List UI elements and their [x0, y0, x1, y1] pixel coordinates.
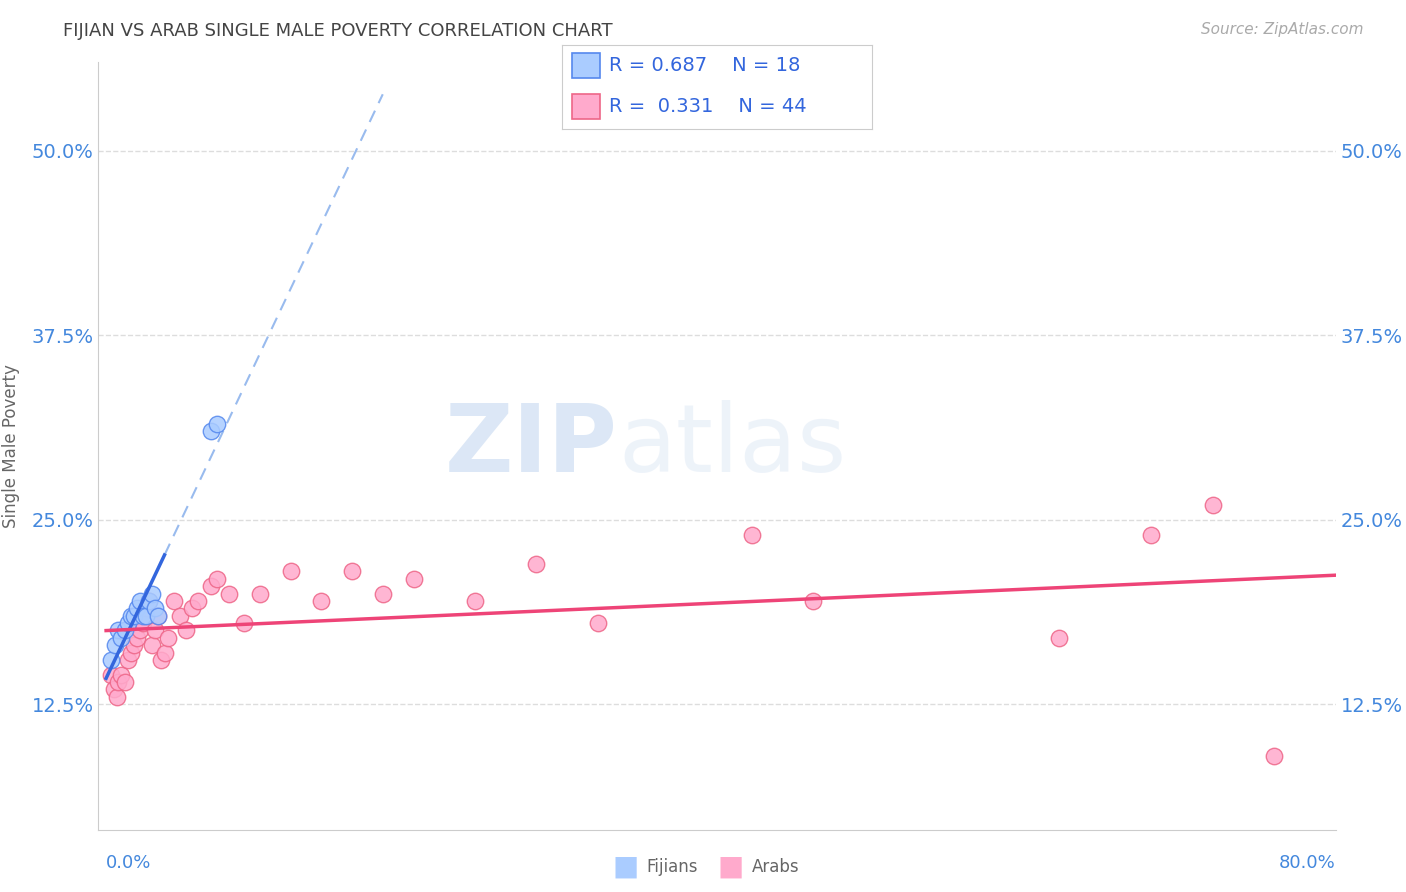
Point	[801, 594, 824, 608]
Text: R =  0.331    N = 44: R = 0.331 N = 44	[609, 97, 807, 116]
Point	[1263, 748, 1285, 763]
Point	[122, 638, 145, 652]
Point	[233, 615, 256, 630]
Text: Source: ZipAtlas.com: Source: ZipAtlas.com	[1201, 22, 1364, 37]
Point	[1202, 498, 1225, 512]
Point	[741, 527, 763, 541]
Point	[120, 646, 142, 660]
Y-axis label: Single Male Poverty: Single Male Poverty	[3, 364, 20, 528]
Point	[110, 631, 132, 645]
Point	[100, 653, 122, 667]
Point	[103, 682, 125, 697]
Point	[114, 624, 136, 638]
Point	[1140, 527, 1163, 541]
FancyBboxPatch shape	[572, 54, 599, 78]
Point	[174, 624, 197, 638]
Point	[280, 565, 302, 579]
Point	[464, 594, 486, 608]
Point	[143, 601, 166, 615]
Point	[129, 594, 152, 608]
Point	[138, 594, 160, 608]
Point	[200, 579, 222, 593]
Text: Fijians: Fijians	[647, 858, 699, 876]
Point	[148, 608, 170, 623]
Point	[169, 608, 191, 623]
Point	[156, 631, 179, 645]
Point	[132, 615, 155, 630]
Point	[138, 594, 160, 608]
Point	[150, 653, 173, 667]
Point	[110, 667, 132, 681]
Point	[205, 417, 228, 431]
Point	[143, 624, 166, 638]
Text: atlas: atlas	[619, 400, 846, 492]
Point	[107, 675, 129, 690]
Point	[100, 667, 122, 681]
Point	[200, 424, 222, 438]
Point	[1047, 631, 1070, 645]
Point	[526, 557, 548, 571]
Text: 0.0%: 0.0%	[105, 855, 152, 872]
Text: ZIP: ZIP	[446, 400, 619, 492]
Point	[402, 572, 425, 586]
Point	[117, 653, 139, 667]
Point	[586, 615, 609, 630]
Point	[135, 608, 157, 623]
Point	[141, 638, 163, 652]
Point	[120, 608, 142, 623]
Point	[187, 594, 209, 608]
Point	[105, 690, 128, 704]
Text: 80.0%: 80.0%	[1279, 855, 1336, 872]
Point	[125, 631, 148, 645]
Point	[163, 594, 186, 608]
Point	[371, 586, 394, 600]
Point	[125, 601, 148, 615]
Point	[181, 601, 204, 615]
Text: ■: ■	[613, 853, 638, 881]
Point	[141, 586, 163, 600]
Point	[107, 624, 129, 638]
Point	[249, 586, 271, 600]
Text: FIJIAN VS ARAB SINGLE MALE POVERTY CORRELATION CHART: FIJIAN VS ARAB SINGLE MALE POVERTY CORRE…	[63, 22, 613, 40]
Point	[135, 601, 157, 615]
Point	[148, 608, 170, 623]
Point	[132, 608, 155, 623]
FancyBboxPatch shape	[572, 94, 599, 120]
Point	[117, 615, 139, 630]
Point	[153, 646, 176, 660]
Point	[114, 675, 136, 690]
Point	[104, 638, 127, 652]
Text: ■: ■	[718, 853, 744, 881]
Point	[340, 565, 363, 579]
Point	[122, 608, 145, 623]
Point	[218, 586, 240, 600]
Point	[129, 624, 152, 638]
Point	[205, 572, 228, 586]
Text: R = 0.687    N = 18: R = 0.687 N = 18	[609, 56, 800, 75]
Point	[311, 594, 333, 608]
Text: Arabs: Arabs	[752, 858, 800, 876]
